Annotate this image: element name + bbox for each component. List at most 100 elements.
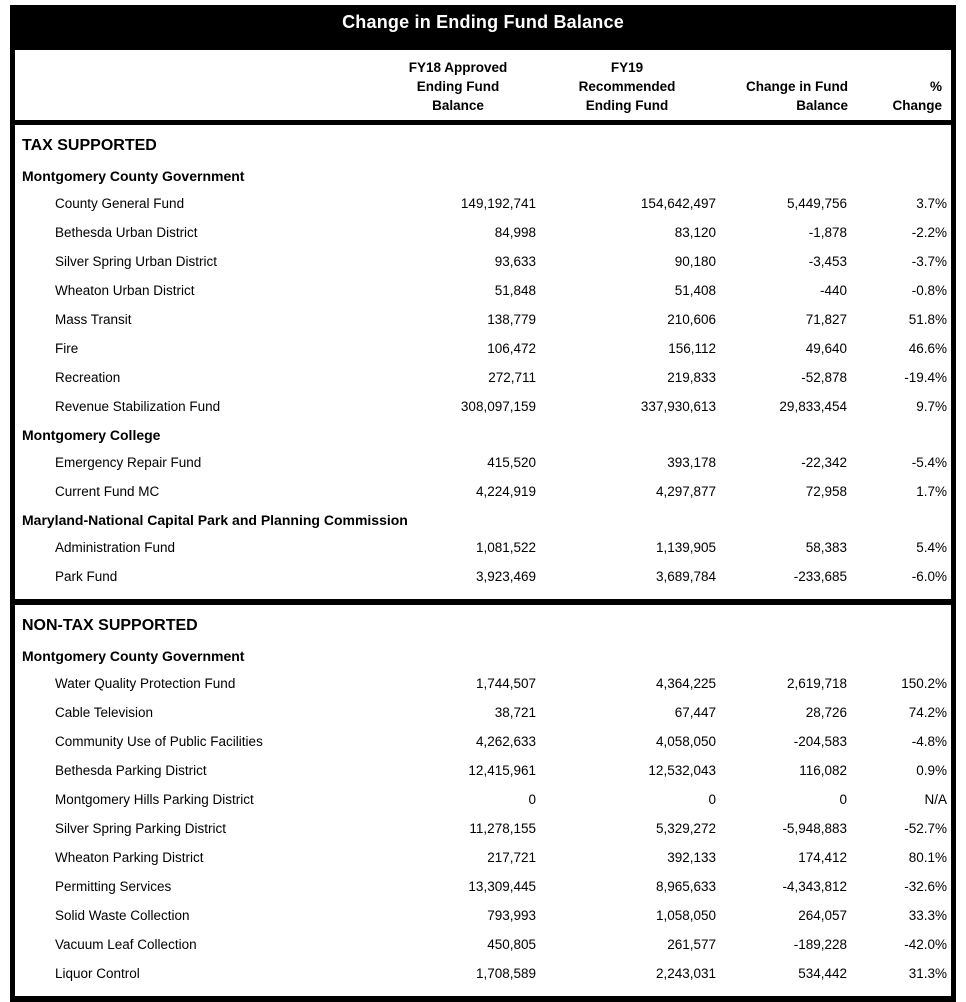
pct-change-value: 51.8% [908, 312, 948, 327]
fy19-value: 5,329,272 [655, 821, 716, 836]
pct-change-value: 0.9% [916, 763, 948, 778]
table-row: Solid Waste Collection 793,993 1,058,050 26… [15, 901, 951, 930]
fund-name: Fire [55, 341, 79, 356]
fund-name: Administration Fund [55, 540, 176, 555]
pct-change-value: 1.7% [916, 484, 948, 499]
table-row: Liquor Control 1,708,589 2,243,031 534,442 3… [15, 959, 951, 988]
pct-change-value: 80.1% [908, 850, 948, 865]
change-value: 58,383 [805, 540, 847, 555]
fy18-value: 51,848 [494, 283, 536, 298]
group-header: Montgomery County Government [22, 647, 245, 664]
group-header-row: Maryland-National Capital Park and Plann… [15, 506, 951, 533]
fund-name: Silver Spring Urban District [55, 254, 218, 269]
column-header-pct: % Change [848, 50, 951, 120]
fy18-value: 272,711 [488, 370, 536, 385]
fund-name: Silver Spring Parking District [55, 821, 227, 836]
pct-change-value: 3.7% [916, 196, 948, 211]
fund-name: Community Use of Public Facilities [55, 734, 263, 749]
document-title: Change in Ending Fund Balance [10, 5, 956, 50]
pct-change-value: N/A [924, 792, 948, 807]
fy19-value: 1,058,050 [655, 908, 716, 923]
fy19-value: 4,058,050 [655, 734, 716, 749]
column-header-fy19: FY19 Recommended Ending Fund [537, 50, 717, 120]
table-row: Recreation 272,711 219,833 -52,878 -19.4% [15, 363, 951, 392]
column-header-fund [15, 50, 379, 120]
change-value: -204,583 [793, 734, 847, 749]
fy18-value: 84,998 [494, 225, 536, 240]
fy19-value: 393,178 [667, 455, 716, 470]
change-value: -5,948,883 [782, 821, 847, 836]
table-row: County General Fund 149,192,741 154,642,49… [15, 189, 951, 218]
change-value: 72,958 [805, 484, 847, 499]
pct-change-value: 9.7% [916, 399, 948, 414]
pct-change-value: -2.2% [911, 225, 948, 240]
group-header-row: Montgomery County Government [15, 162, 951, 189]
fund-name: Cable Television [55, 705, 154, 720]
table-row: Administration Fund 1,081,522 1,139,905 58,… [15, 533, 951, 562]
table-row: Silver Spring Urban District 93,633 90,180… [15, 247, 951, 276]
column-header-change: Change in Fund Balance [717, 50, 848, 120]
table-row: Water Quality Protection Fund 1,744,507 4,… [15, 669, 951, 698]
fy18-value: 4,224,919 [475, 484, 536, 499]
table-row: Current Fund MC 4,224,919 4,297,877 72,958 1… [15, 477, 951, 506]
group-header-row: Montgomery College [15, 421, 951, 448]
fy18-value: 1,744,507 [475, 676, 536, 691]
fund-name: Bethesda Parking District [55, 763, 207, 778]
fund-name: Water Quality Protection Fund [55, 676, 236, 691]
column-header-line: Change [892, 98, 942, 113]
group-header-row: Montgomery County Government [15, 642, 951, 669]
pct-change-value: -3.7% [911, 254, 948, 269]
pct-change-value: 74.2% [908, 705, 948, 720]
column-header-line: Recommended [578, 79, 676, 94]
fy18-value: 149,192,741 [460, 196, 536, 211]
pct-change-value: -6.0% [911, 569, 948, 584]
column-header-line: Balance [796, 98, 848, 113]
table-row: Emergency Repair Fund 415,520 393,178 -22,3… [15, 448, 951, 477]
section-header: TAX SUPPORTED [22, 136, 157, 154]
pct-change-value: -52.7% [904, 821, 948, 836]
fy19-value: 210,606 [667, 312, 716, 327]
table-row: Silver Spring Parking District 11,278,155… [15, 814, 951, 843]
group-header: Maryland-National Capital Park and Plann… [22, 511, 408, 528]
group-header: Montgomery College [22, 426, 161, 443]
fy19-value: 154,642,497 [640, 196, 716, 211]
change-value: -3,453 [808, 254, 847, 269]
header-table: FY18 Approved Ending Fund Balance FY19 R… [15, 50, 951, 120]
fund-name: Wheaton Parking District [55, 850, 204, 865]
change-value: 534,442 [798, 966, 847, 981]
pct-change-value: 31.3% [908, 966, 948, 981]
fund-name: Permitting Services [55, 879, 172, 894]
group-header: Montgomery County Government [22, 167, 245, 184]
change-value: -1,878 [808, 225, 847, 240]
column-header-row: FY18 Approved Ending Fund Balance FY19 R… [10, 50, 956, 125]
change-value: 116,082 [799, 763, 847, 778]
column-header-line: Balance [432, 98, 484, 113]
fy18-value: 106,472 [487, 341, 536, 356]
section-table: NON-TAX SUPPORTED Montgomery County Gover… [15, 609, 951, 988]
fy19-value: 90,180 [674, 254, 716, 269]
fy19-value: 8,965,633 [655, 879, 716, 894]
column-header-line: Change in Fund [746, 79, 848, 94]
change-value: 29,833,454 [779, 399, 847, 414]
pct-change-value: 46.6% [908, 341, 948, 356]
fy18-value: 13,309,445 [468, 879, 536, 894]
pct-change-value: -19.4% [904, 370, 948, 385]
fund-name: County General Fund [55, 196, 185, 211]
table-row: Park Fund 3,923,469 3,689,784 -233,685 -6.0% [15, 562, 951, 591]
change-value: 28,726 [805, 705, 847, 720]
fy19-value: 4,297,877 [655, 484, 716, 499]
fund-name: Bethesda Urban District [55, 225, 198, 240]
fy18-value: 11,278,155 [469, 821, 536, 836]
fy18-value: 450,805 [487, 937, 536, 952]
column-header-fy18: FY18 Approved Ending Fund Balance [379, 50, 537, 120]
fy19-value: 0 [708, 792, 716, 807]
fy18-value: 1,708,589 [475, 966, 536, 981]
pct-change-value: -0.8% [911, 283, 948, 298]
fy19-value: 2,243,031 [655, 966, 716, 981]
pct-change-value: -42.0% [904, 937, 948, 952]
fy18-value: 138,779 [487, 312, 536, 327]
table-row: Wheaton Urban District 51,848 51,408 -440 -0… [15, 276, 951, 305]
pct-change-value: -5.4% [911, 455, 948, 470]
change-value: -22,342 [801, 455, 847, 470]
